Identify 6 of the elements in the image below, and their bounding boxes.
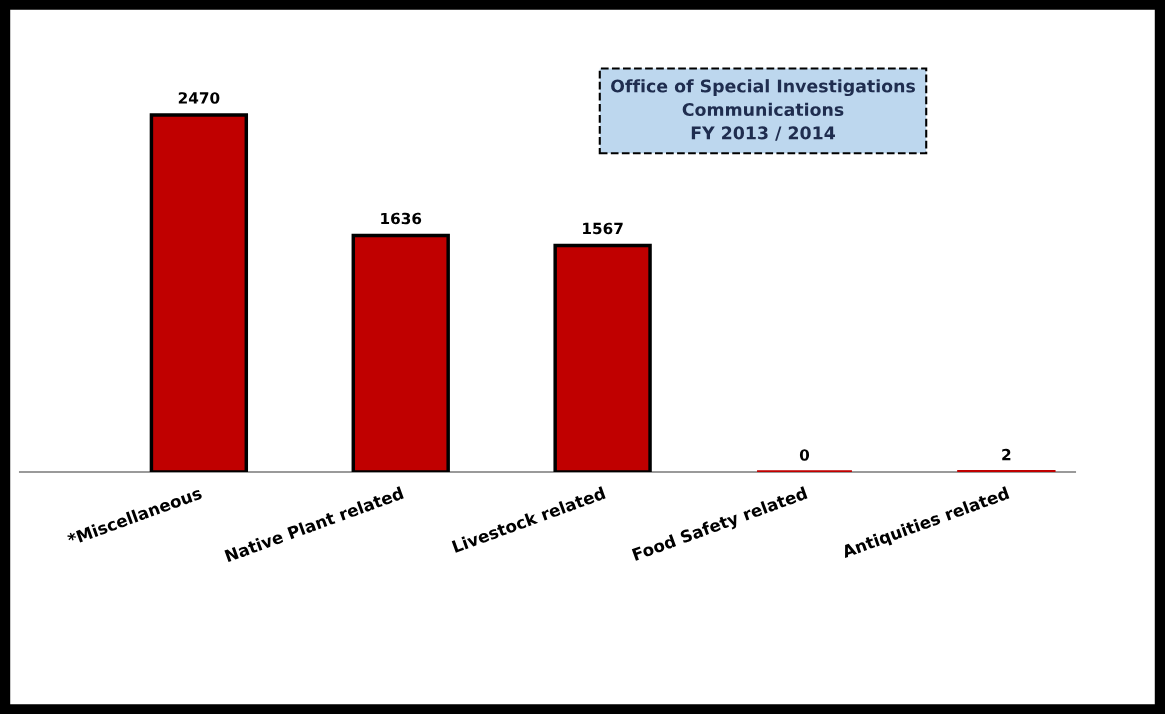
data-label: 2470: [178, 92, 220, 104]
data-label: 1567: [583, 222, 623, 235]
chart-title: Office of Special Investigations Communications FY 2013 / 2014: [611, 79, 915, 141]
data-label: 1636: [381, 212, 422, 225]
data-label: 0: [799, 449, 810, 461]
data-label: 2: [1002, 448, 1011, 461]
